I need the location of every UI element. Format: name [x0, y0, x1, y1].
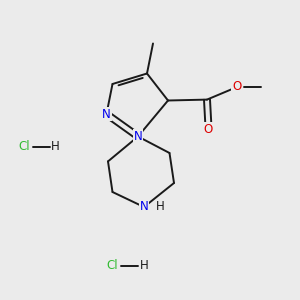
Text: O: O: [204, 122, 213, 136]
Text: H: H: [156, 200, 165, 214]
Text: Cl: Cl: [18, 140, 30, 154]
Text: N: N: [134, 130, 142, 143]
Text: Cl: Cl: [107, 259, 118, 272]
Text: O: O: [232, 80, 242, 94]
Text: H: H: [140, 259, 148, 272]
Text: N: N: [102, 107, 111, 121]
Text: H: H: [51, 140, 60, 154]
Text: N: N: [140, 200, 148, 214]
